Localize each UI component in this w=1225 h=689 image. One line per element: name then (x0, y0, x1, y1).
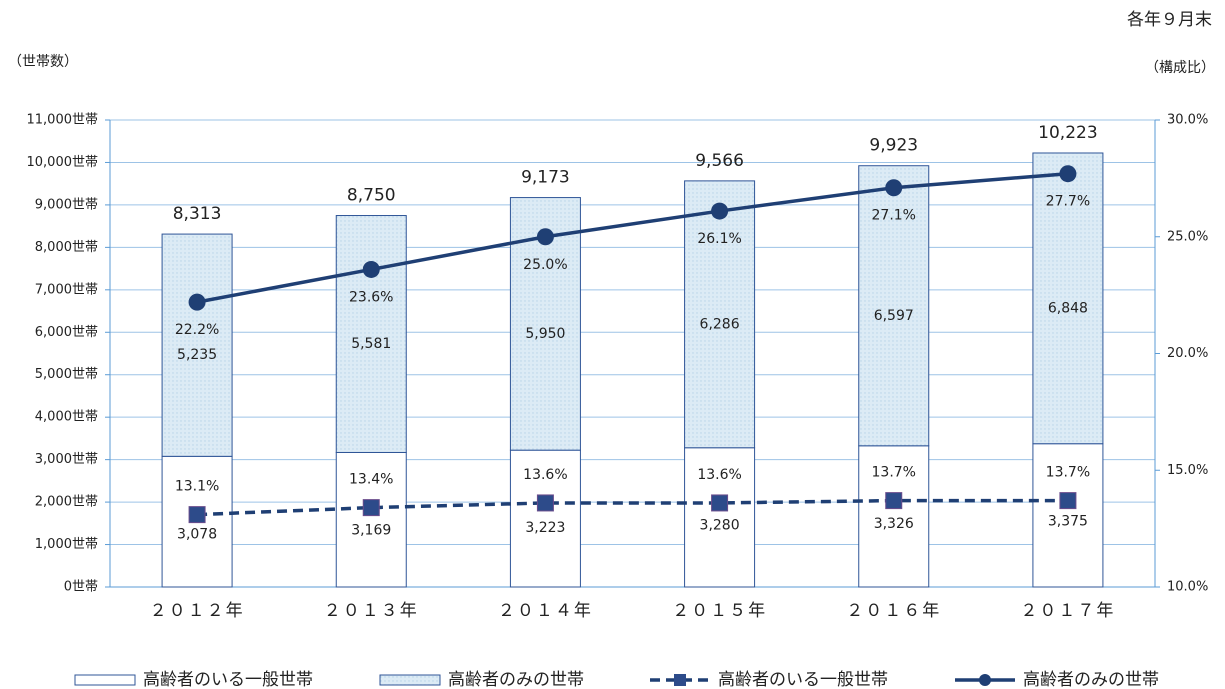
y2-tick-label: 10.0% (1167, 580, 1208, 595)
y-tick-label: 11,000世帯 (27, 113, 99, 128)
marker (885, 492, 903, 510)
bar (335, 215, 407, 453)
marker (536, 494, 554, 512)
line-value-label: 13.4% (349, 472, 393, 488)
legend-label: 高齢者のいる一般世帯 (718, 670, 888, 689)
x-tick-label: ２０１７年 (1020, 601, 1115, 621)
legend-label: 高齢者のみの世帯 (1023, 670, 1159, 689)
line-value-label: 26.1% (697, 231, 741, 247)
marker (188, 293, 206, 311)
line-value-label: 27.7% (1046, 194, 1090, 210)
total-label: 9,566 (695, 151, 744, 171)
total-label: 10,223 (1038, 123, 1097, 143)
bar-value-label: 5,581 (351, 336, 391, 352)
line-value-label: 13.6% (523, 467, 567, 483)
bar (509, 449, 581, 588)
y2-tick-label: 25.0% (1167, 229, 1208, 244)
bar-value-label: 3,169 (351, 522, 391, 538)
y-tick-label: 0世帯 (64, 580, 98, 595)
legend-label: 高齢者のいる一般世帯 (143, 670, 313, 689)
line-value-label: 13.7% (1046, 465, 1090, 481)
y2-tick-label: 20.0% (1167, 346, 1208, 361)
bar-value-label: 6,597 (874, 308, 914, 324)
y-tick-label: 10,000世帯 (27, 155, 99, 170)
x-tick-label: ２０１５年 (672, 601, 767, 621)
x-tick-label: ２０１６年 (846, 601, 941, 621)
line (197, 498, 1068, 517)
marker (188, 506, 206, 524)
total-label: 8,750 (347, 186, 396, 206)
legend-marker (674, 674, 686, 686)
line-value-label: 13.6% (697, 467, 741, 483)
bar-value-label: 3,223 (525, 520, 565, 536)
x-tick-label: ２０１４年 (498, 601, 593, 621)
marker (362, 260, 380, 278)
y-tick-label: 4,000世帯 (35, 410, 98, 425)
marker (362, 499, 380, 517)
line-value-label: 13.7% (872, 465, 916, 481)
bar (161, 233, 233, 457)
bar (684, 180, 756, 449)
legend-swatch (74, 674, 136, 686)
bar-value-label: 5,950 (525, 326, 565, 342)
total-label: 8,313 (173, 204, 222, 224)
y2-tick-label: 15.0% (1167, 463, 1208, 478)
y-tick-label: 5,000世帯 (35, 367, 98, 382)
y-tick-label: 3,000世帯 (35, 452, 98, 467)
x-tick-label: ２０１２年 (150, 601, 245, 621)
bar-value-label: 6,848 (1048, 300, 1088, 316)
marker (711, 202, 729, 220)
total-label: 9,923 (869, 136, 918, 156)
legend-label: 高齢者のみの世帯 (448, 670, 584, 689)
note: 各年９月末 (1127, 10, 1212, 30)
marker (1059, 492, 1077, 510)
marker (536, 228, 554, 246)
y-tick-label: 1,000世帯 (35, 537, 98, 552)
line-value-label: 22.2% (175, 322, 219, 338)
line (196, 171, 1069, 304)
bar (684, 447, 756, 588)
y-tick-label: 7,000世帯 (35, 282, 98, 297)
bar (858, 445, 930, 588)
y-axis-label: （世帯数） (8, 54, 78, 70)
bar-value-label: 5,235 (177, 347, 217, 363)
line-value-label: 13.1% (175, 479, 219, 495)
y-tick-label: 6,000世帯 (35, 325, 98, 340)
bar-value-label: 3,078 (177, 526, 217, 542)
bar-value-label: 3,326 (874, 516, 914, 532)
y2-tick-label: 30.0% (1167, 113, 1208, 128)
y2-axis-label: （構成比） (1145, 60, 1215, 76)
bar (1032, 443, 1104, 588)
total-label: 9,173 (521, 168, 570, 188)
legend-marker (979, 674, 991, 686)
bar (858, 165, 930, 447)
line-value-label: 27.1% (872, 208, 916, 224)
bar-value-label: 3,375 (1048, 514, 1088, 530)
y-tick-label: 9,000世帯 (35, 197, 98, 212)
legend-swatch (379, 674, 441, 686)
y-tick-label: 8,000世帯 (35, 240, 98, 255)
marker (1059, 165, 1077, 183)
bar (1032, 152, 1104, 445)
marker (885, 179, 903, 197)
y-tick-label: 2,000世帯 (35, 495, 98, 510)
x-tick-label: ２０１３年 (324, 601, 419, 621)
line-value-label: 25.0% (523, 257, 567, 273)
bar (335, 451, 407, 588)
bar-value-label: 6,286 (700, 316, 740, 332)
line-value-label: 23.6% (349, 289, 393, 305)
marker (711, 494, 729, 512)
bar-value-label: 3,280 (700, 518, 740, 534)
